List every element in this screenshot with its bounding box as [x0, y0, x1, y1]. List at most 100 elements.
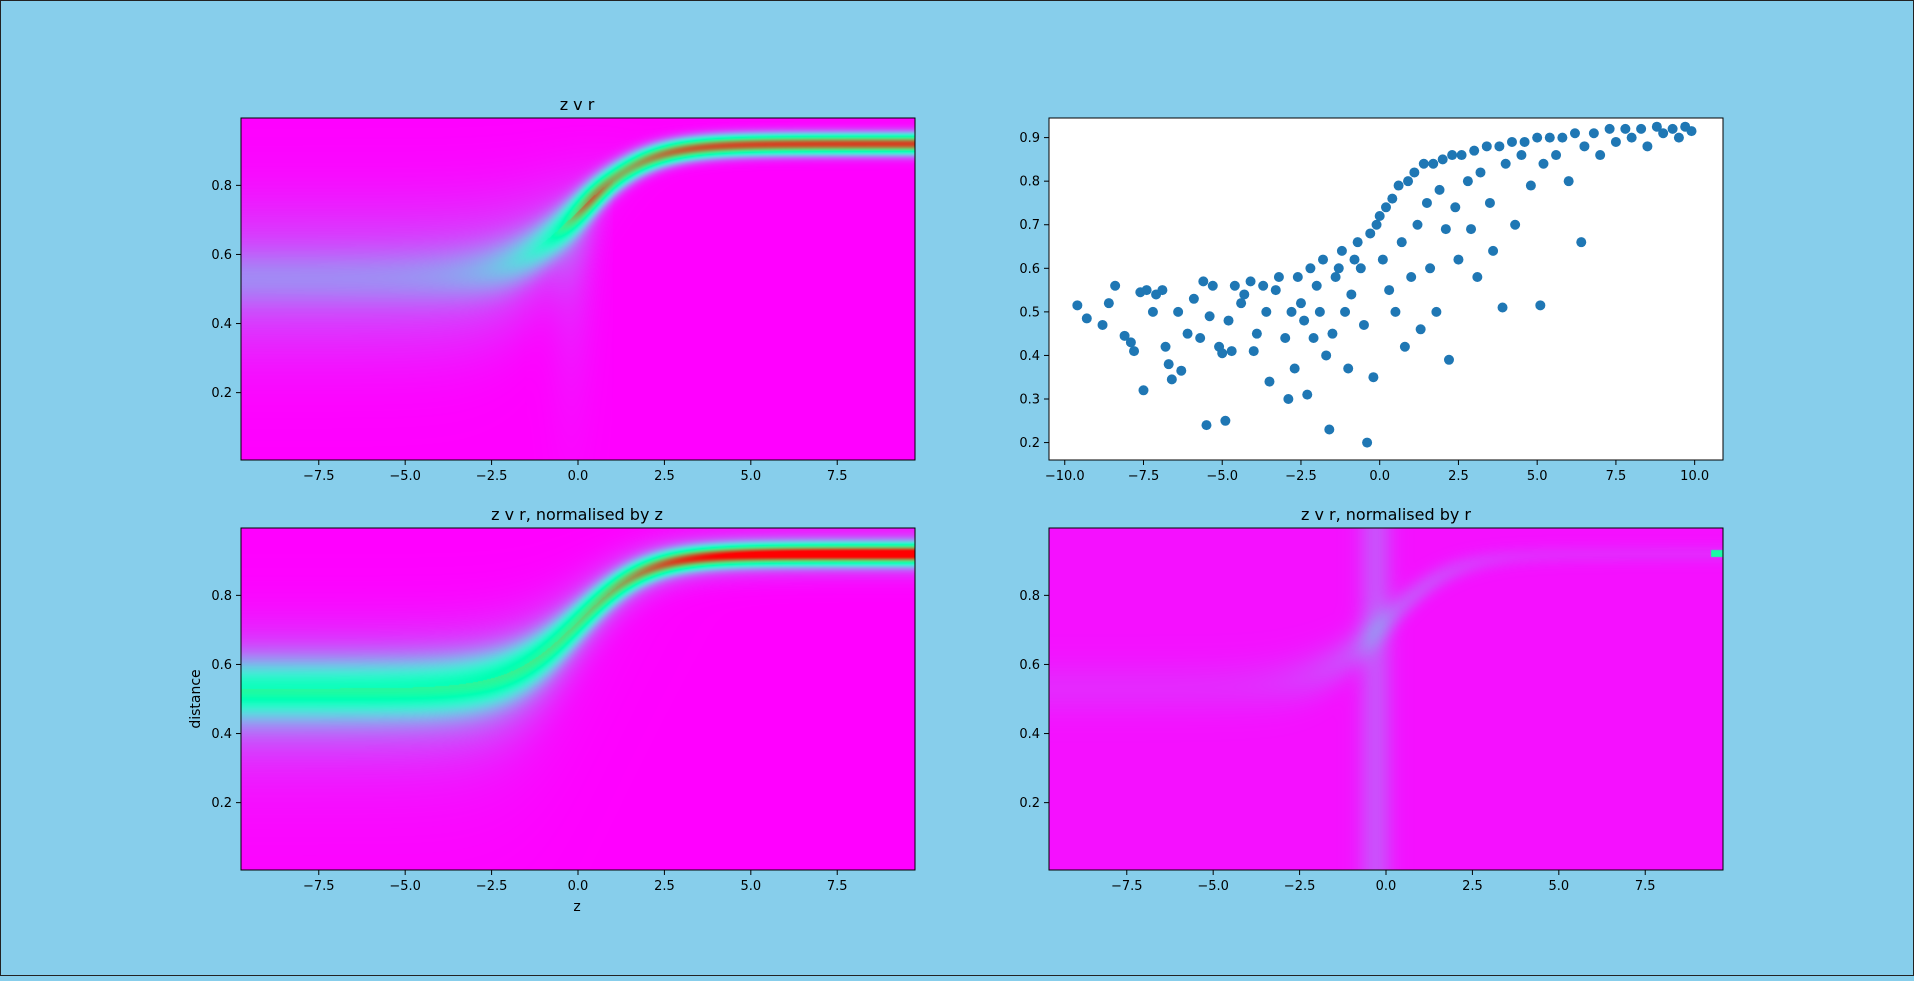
x-tick-label: −10.0: [1045, 469, 1085, 484]
y-ticks: 0.2 0.4 0.6 0.8: [1019, 589, 1049, 811]
scatter-point: [1381, 202, 1391, 213]
x-tick-label: −2.5: [1284, 879, 1316, 894]
x-tick-label: 0.0: [568, 469, 589, 484]
panel-normalised-by-z: z v r, normalised by z −7.5 −5.0 −2.5 0.0 2.…: [188, 505, 916, 915]
y-tick-label: 0.8: [211, 179, 232, 194]
scatter-point: [1466, 224, 1477, 235]
scatter-point: [1330, 272, 1341, 283]
scatter-point: [1311, 280, 1322, 291]
x-tick-label: 0.0: [1376, 879, 1397, 894]
scatter-point: [1125, 337, 1136, 348]
scatter-point: [1226, 346, 1237, 357]
panel-normalised-by-r: z v r, normalised by r −7.5 −5.0 −2.5 0.0 2.…: [1019, 505, 1724, 894]
scatter-point: [1229, 280, 1240, 291]
y-tick-label: 0.6: [1019, 262, 1040, 277]
scatter-point: [1494, 141, 1505, 152]
x-tick-label: 7.5: [827, 469, 848, 484]
scatter-point: [1447, 150, 1458, 161]
scatter-point: [1251, 328, 1262, 339]
x-tick-label: 2.5: [654, 879, 675, 894]
x-tick-label: −7.5: [1128, 469, 1160, 484]
scatter-point: [1396, 237, 1407, 248]
scatter-point: [1280, 333, 1291, 344]
scatter-point: [1576, 237, 1587, 248]
scatter-point: [1220, 415, 1231, 426]
scatter-point: [1248, 346, 1259, 357]
scatter-point: [1387, 193, 1398, 204]
scatter-point: [1157, 285, 1168, 296]
x-tick-label: −7.5: [303, 469, 335, 484]
panel-title: z v r, normalised by z: [491, 505, 663, 524]
scatter-point: [1176, 365, 1187, 376]
scatter-point: [1595, 150, 1606, 161]
scatter-point: [1318, 254, 1329, 265]
scatter-point: [1412, 219, 1423, 230]
scatter-points: [1072, 121, 1697, 448]
scatter-point: [1349, 254, 1360, 265]
scatter-point: [1415, 324, 1426, 335]
scatter-point: [1336, 245, 1347, 256]
scatter-point: [1425, 263, 1436, 274]
x-tick-label: 10.0: [1680, 469, 1709, 484]
scatter-point: [1314, 306, 1325, 317]
scatter-point: [1519, 136, 1530, 147]
scatter-point: [1588, 128, 1599, 139]
y-tick-label: 0.4: [211, 317, 232, 332]
scatter-point: [1406, 272, 1417, 283]
y-tick-label: 0.8: [1019, 175, 1040, 190]
scatter-point: [1481, 141, 1492, 152]
scatter-point: [1686, 126, 1697, 137]
scatter-point: [1365, 228, 1376, 239]
scatter-point: [1321, 350, 1332, 361]
x-tick-label: −2.5: [1285, 469, 1317, 484]
scatter-point: [1421, 197, 1432, 208]
x-tick-label: 5.0: [740, 469, 761, 484]
x-tick-label: −5.0: [1206, 469, 1238, 484]
scatter-point: [1289, 363, 1300, 374]
scatter-point: [1195, 333, 1206, 344]
scatter-point: [1245, 276, 1256, 287]
y-tick-label: 0.3: [1019, 393, 1040, 408]
scatter-point: [1201, 420, 1212, 431]
x-tick-label: 7.5: [827, 879, 848, 894]
y-ticks: 0.2 0.4 0.6 0.8: [211, 589, 241, 811]
scatter-point: [1667, 123, 1678, 134]
scatter-point: [1147, 306, 1158, 317]
scatter-point: [1352, 237, 1363, 248]
scatter-point: [1506, 136, 1517, 147]
scatter-point: [1129, 346, 1140, 357]
scatter-point: [1355, 263, 1366, 274]
scatter-point: [1308, 333, 1319, 344]
scatter-point: [1532, 132, 1543, 143]
scatter-point: [1141, 285, 1152, 296]
scatter-point: [1286, 306, 1297, 317]
scatter-point: [1516, 150, 1527, 161]
scatter-point: [1239, 289, 1250, 300]
scatter-point: [1188, 293, 1199, 304]
scatter-point: [1443, 354, 1454, 365]
scatter-point: [1182, 328, 1193, 339]
scatter-point: [1374, 211, 1385, 222]
scatter-point: [1258, 280, 1269, 291]
scatter-point: [1358, 319, 1369, 330]
scatter-point: [1437, 154, 1448, 165]
scatter-point: [1160, 341, 1171, 352]
scatter-point: [1343, 363, 1354, 374]
scatter-point: [1346, 289, 1357, 300]
heatmap-image: [241, 118, 915, 460]
y-ticks: 0.2 0.4 0.6 0.8: [211, 179, 241, 401]
scatter-point: [1636, 123, 1647, 134]
y-tick-label: 0.2: [1019, 436, 1040, 451]
scatter-point: [1557, 132, 1568, 143]
scatter-point: [1217, 348, 1228, 359]
scatter-point: [1333, 263, 1344, 274]
scatter-point: [1472, 272, 1483, 283]
scatter-point: [1377, 254, 1388, 265]
scatter-point: [1270, 285, 1281, 296]
scatter-point: [1198, 276, 1209, 287]
scatter-point: [1119, 330, 1130, 341]
scatter-point: [1393, 180, 1404, 191]
scatter-point: [1236, 298, 1247, 309]
